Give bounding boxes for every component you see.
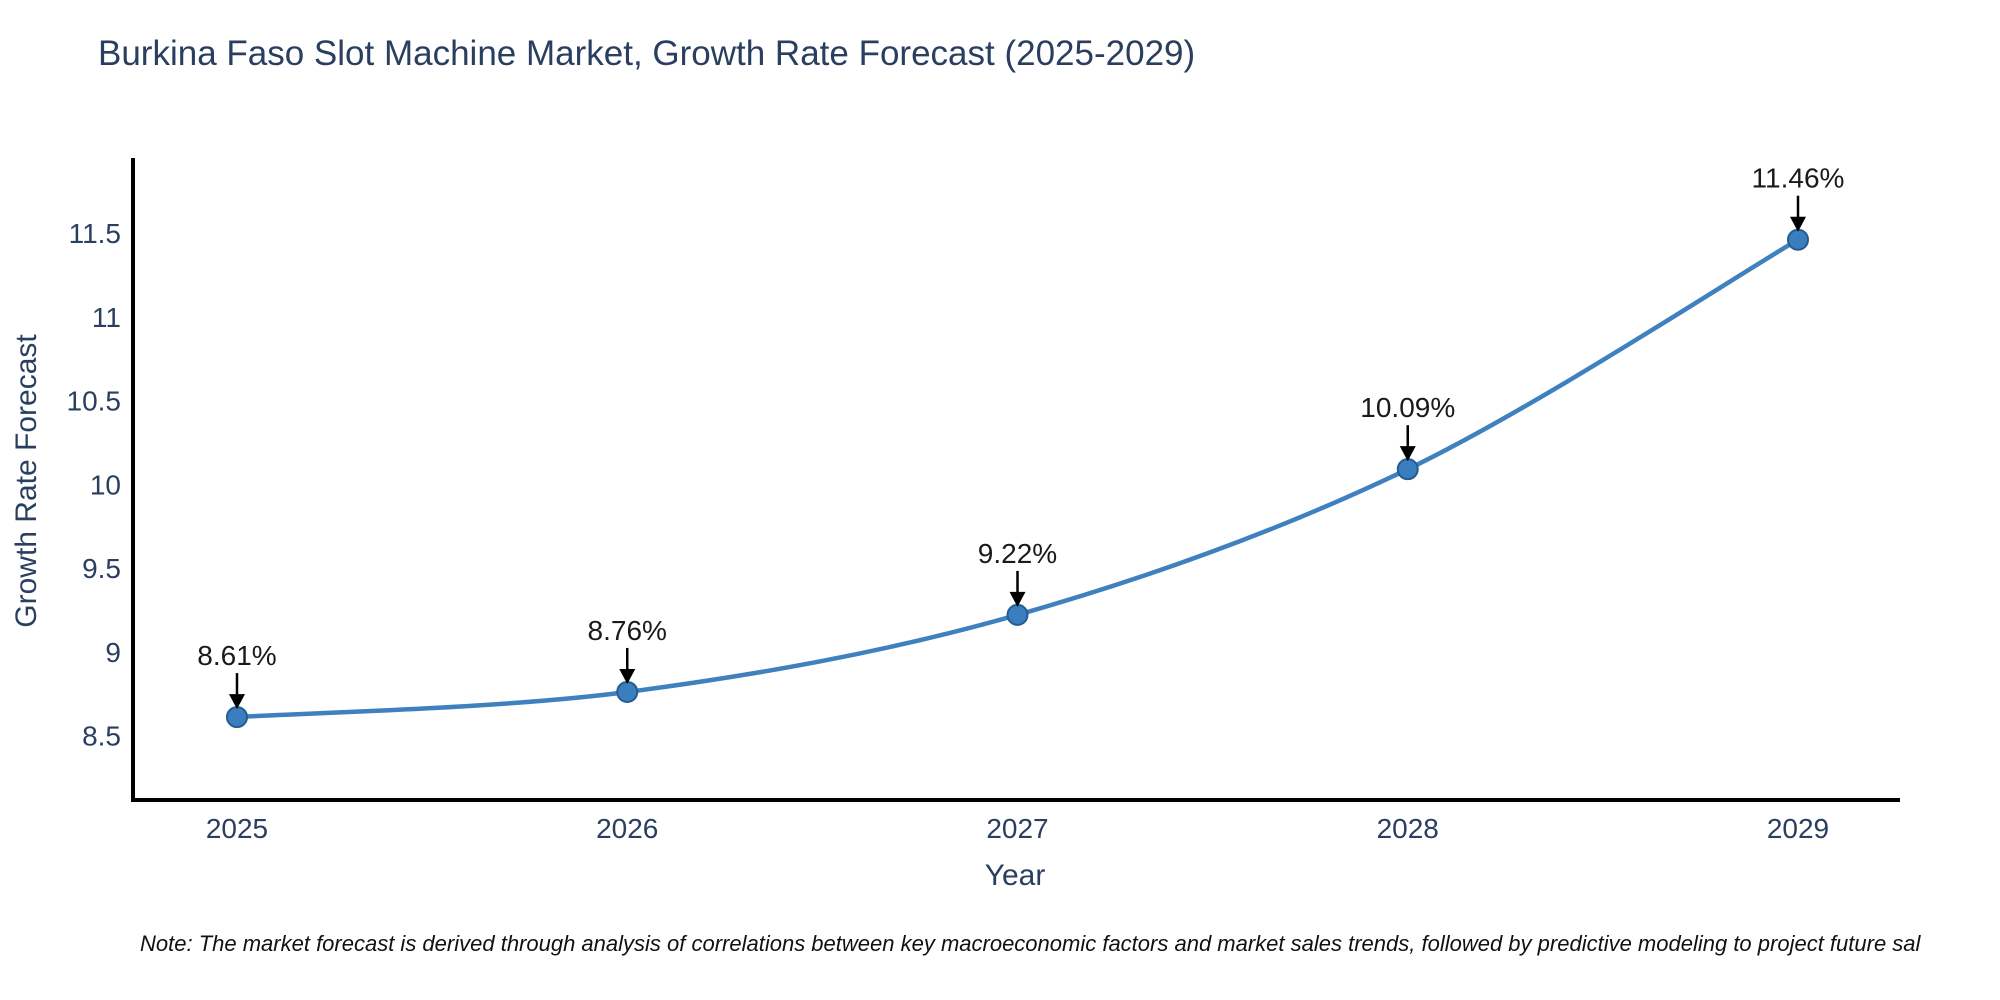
annotation-arrowhead-icon — [619, 668, 636, 684]
data-point-marker — [226, 706, 248, 729]
chart-title: Burkina Faso Slot Machine Market, Growth… — [98, 34, 1196, 73]
annotation-arrowhead-icon — [1399, 446, 1416, 462]
point-value-label: 9.22% — [978, 538, 1057, 569]
x-tick-label: 2029 — [1767, 813, 1829, 844]
annotation-arrowhead-icon — [1790, 216, 1806, 232]
data-point-marker — [616, 680, 639, 703]
annotation-arrowhead-icon — [1009, 591, 1026, 607]
x-tick-label: 2028 — [1377, 813, 1439, 844]
y-tick-label: 9.5 — [82, 553, 121, 584]
y-tick-label: 10 — [90, 469, 121, 500]
y-tick-label: 11 — [92, 302, 121, 333]
y-tick-label: 10.5 — [67, 386, 122, 417]
data-point-marker — [1006, 603, 1029, 626]
y-tick-label: 8.5 — [82, 721, 121, 752]
point-value-label: 11.46% — [1752, 163, 1845, 194]
y-tick-label: 11.5 — [69, 218, 121, 249]
point-value-label: 8.76% — [588, 615, 667, 646]
x-axis-title: Year — [984, 859, 1046, 892]
x-tick-label: 2027 — [986, 813, 1048, 844]
data-point-marker — [1787, 228, 1809, 251]
annotation-arrowhead-icon — [229, 694, 245, 710]
y-tick-label: 9 — [105, 637, 121, 668]
data-point-marker — [1396, 458, 1419, 481]
footnote: Note: The market forecast is derived thr… — [140, 931, 1921, 956]
point-value-label: 10.09% — [1360, 392, 1455, 423]
x-tick-label: 2026 — [596, 813, 658, 844]
point-value-label: 8.61% — [197, 640, 276, 671]
x-tick-label: 2025 — [206, 813, 268, 844]
growth-rate-line — [234, 237, 1801, 720]
